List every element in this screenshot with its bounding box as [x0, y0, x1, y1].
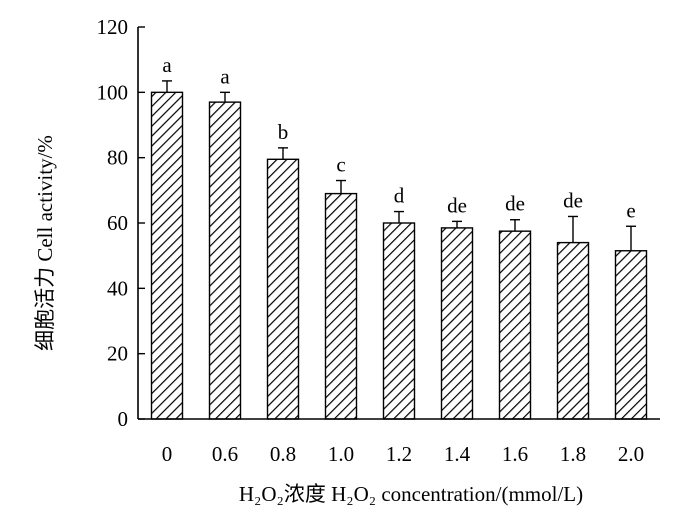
- bar: [498, 230, 532, 420]
- bar: [208, 101, 242, 420]
- bar: [324, 192, 358, 420]
- x-tick-label: 1.6: [502, 442, 528, 466]
- x-tick-label: 1.4: [444, 442, 471, 466]
- y-ticks: 0 20 40 60 80 100 120: [97, 15, 145, 431]
- significance-label: e: [626, 198, 635, 222]
- significance-label: a: [162, 53, 172, 77]
- bar: [266, 158, 300, 420]
- x-ticks: 0 0.6 0.8 1.0 1.2 1.4 1.6 1.8 2.0: [162, 442, 644, 466]
- x-axis-title: H₂O₂浓度 H₂O₂ concentration/(mmol/L): [239, 482, 583, 506]
- error-bars-layer: [162, 80, 636, 251]
- bar: [440, 227, 474, 420]
- y-tick-label: 0: [118, 407, 129, 431]
- y-tick-label: 80: [107, 146, 128, 170]
- significance-label: c: [336, 153, 345, 177]
- y-axis-title: 细胞活力 Cell activity/%: [33, 135, 57, 351]
- bar: [556, 241, 590, 420]
- significance-label: a: [220, 64, 230, 88]
- x-tick-label: 0: [162, 442, 173, 466]
- y-tick-label: 20: [107, 342, 128, 366]
- significance-label: b: [278, 120, 289, 144]
- significance-labels: a a b c d de de de e: [162, 53, 635, 222]
- significance-label: de: [505, 192, 525, 216]
- bars-layer: [150, 91, 648, 420]
- x-tick-label: 1.2: [386, 442, 412, 466]
- significance-label: d: [394, 184, 405, 208]
- significance-label: de: [447, 193, 467, 217]
- y-tick-label: 120: [97, 15, 129, 39]
- y-tick-label: 60: [107, 211, 128, 235]
- x-tick-label: 0.8: [270, 442, 296, 466]
- significance-label: de: [563, 188, 583, 212]
- y-tick-label: 40: [107, 276, 128, 300]
- x-tick-label: 1.8: [560, 442, 586, 466]
- bar: [614, 250, 648, 420]
- x-tick-label: 0.6: [212, 442, 238, 466]
- x-tick-label: 1.0: [328, 442, 354, 466]
- bar: [150, 91, 184, 420]
- y-tick-label: 100: [97, 80, 129, 104]
- bar: [382, 222, 416, 420]
- x-tick-label: 2.0: [618, 442, 644, 466]
